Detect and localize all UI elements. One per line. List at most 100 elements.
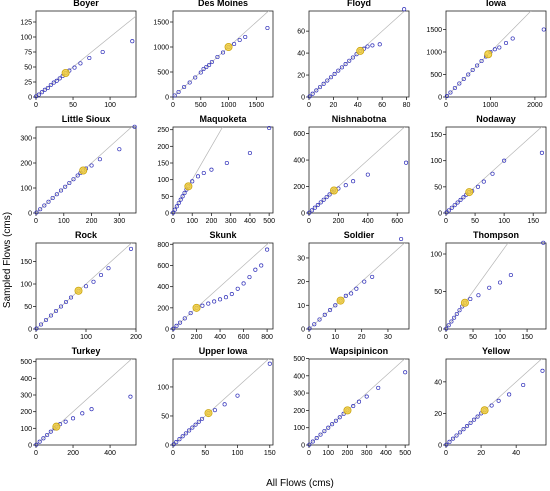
x-tick-label: 0 [307, 334, 311, 341]
data-point [209, 59, 214, 65]
y-tick-label: 50 [434, 184, 442, 191]
data-point [177, 437, 182, 442]
data-point [42, 87, 47, 92]
data-point [449, 319, 454, 324]
y-tick-label: 50 [24, 65, 32, 72]
x-tick-label: 0 [307, 450, 311, 457]
data-point [343, 293, 348, 298]
y-tick-label: 400 [293, 158, 305, 165]
data-point [68, 295, 74, 300]
y-tick-label: 0 [438, 95, 442, 102]
panel-frame [308, 10, 410, 98]
data-point [452, 203, 457, 208]
data-point [80, 411, 85, 416]
data-point [503, 40, 509, 46]
one-to-one-line [173, 243, 270, 329]
data-point [57, 76, 62, 81]
y-tick-label: 1000 [153, 45, 169, 52]
data-point [362, 279, 367, 284]
data-point [322, 429, 327, 434]
x-tick-label: 0 [444, 334, 448, 341]
x-tick-label: 100 [494, 334, 506, 341]
panel-little-sioux: Little Sioux 0 100 200 300 0 100 200 300 [20, 114, 137, 225]
panel-upper-iowa: Upper Iowa 0 50 100 150 0 50 100 [157, 346, 275, 457]
data-point [309, 208, 314, 213]
data-point [58, 304, 64, 309]
data-point [182, 190, 187, 196]
panel-title: Boyer [73, 0, 99, 8]
data-point [365, 44, 370, 49]
data-point [333, 418, 338, 423]
data-point [172, 207, 177, 212]
data-point [106, 266, 111, 271]
data-point [182, 84, 187, 90]
x-tick-label: 20 [477, 450, 485, 457]
data-point [322, 312, 327, 317]
data-point [454, 311, 459, 317]
data-point [541, 240, 546, 245]
x-tick-label: 0 [171, 218, 175, 225]
y-tick-label: 200 [293, 184, 305, 191]
figure-xlabel: All Flows (cms) [266, 478, 334, 489]
data-point [333, 303, 338, 308]
x-tick-label: 100 [322, 450, 334, 457]
x-tick-label: 200 [333, 218, 345, 225]
data-point [34, 326, 39, 331]
data-point [475, 184, 481, 189]
y-tick-label: 400 [20, 376, 32, 383]
data-point [223, 295, 228, 300]
x-tick-label: 100 [186, 218, 198, 225]
data-point [452, 85, 457, 91]
data-point [468, 420, 473, 425]
data-point [37, 439, 42, 444]
panel-thompson: Thompson 0 50 100 150 0 50 100 [430, 230, 547, 341]
data-point [349, 291, 354, 296]
data-point [448, 90, 453, 95]
panel-title: Nishnabotna [332, 114, 387, 124]
data-point [201, 170, 206, 176]
highlight-point [61, 69, 70, 78]
data-point [461, 427, 466, 432]
data-point [521, 382, 526, 388]
data-point [476, 293, 481, 298]
data-point [180, 434, 185, 439]
highlight-point [74, 286, 83, 295]
data-point [492, 47, 497, 52]
data-point [487, 285, 492, 290]
y-tick-label: 600 [157, 263, 169, 270]
data-point [53, 308, 59, 314]
data-point [321, 81, 326, 86]
data-point [444, 326, 449, 331]
data-point [447, 439, 452, 444]
data-point [128, 394, 133, 399]
x-tick-label: 200 [342, 450, 354, 457]
data-point [235, 286, 240, 291]
data-point [444, 210, 449, 215]
y-tick-label: 100 [20, 186, 32, 193]
y-tick-label: 20 [434, 411, 442, 418]
x-tick-label: 0 [34, 218, 38, 225]
highlight-point [356, 46, 365, 55]
data-point [43, 317, 49, 323]
y-tick-label: 200 [20, 161, 32, 168]
data-point [339, 65, 344, 70]
data-point [328, 75, 334, 80]
data-point [343, 183, 348, 188]
data-point [247, 275, 252, 280]
data-point [376, 385, 381, 390]
data-point [174, 440, 179, 445]
data-point [187, 428, 192, 433]
data-point [458, 197, 463, 202]
y-tick-label: 40 [434, 379, 442, 386]
data-point [475, 63, 480, 68]
highlight-point [52, 422, 61, 431]
panel-frame [172, 242, 274, 330]
data-point [470, 67, 475, 73]
x-tick-label: 400 [362, 218, 374, 225]
data-point [541, 27, 546, 32]
y-tick-label: 30 [297, 255, 305, 262]
x-tick-label: 2000 [527, 102, 543, 109]
data-point [457, 81, 462, 86]
data-point [312, 205, 317, 210]
data-point [457, 430, 463, 435]
